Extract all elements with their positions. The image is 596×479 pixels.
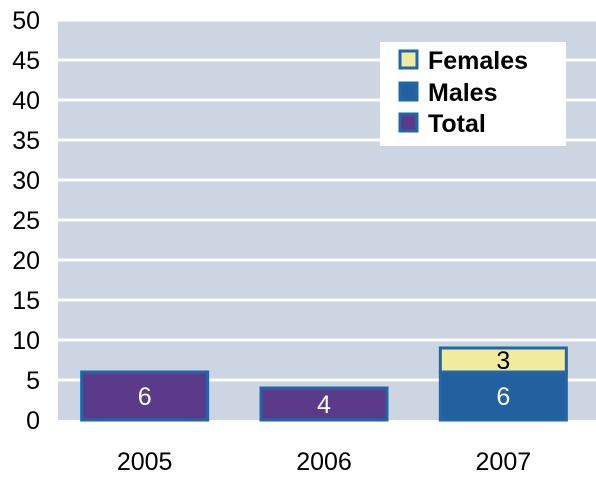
y-tick-label: 35	[12, 127, 40, 155]
x-tick-label: 2005	[117, 448, 173, 476]
legend-label-total: Total	[428, 110, 486, 138]
legend-label-females: Females	[428, 47, 528, 75]
y-tick-label: 30	[12, 167, 40, 195]
legend: Females Males Total	[380, 42, 566, 146]
data-label: 4	[317, 391, 331, 419]
data-label: 6	[138, 383, 152, 411]
y-axis-ticks: 0 5 10 15 20 25 30 35 40 45 50	[12, 7, 40, 435]
legend-label-males: Males	[428, 79, 497, 107]
y-tick-label: 5	[26, 367, 40, 395]
x-tick-label: 2007	[476, 448, 532, 476]
x-axis-ticks: 2005 2006 2007	[117, 448, 531, 476]
y-tick-label: 0	[26, 407, 40, 435]
y-tick-label: 15	[12, 287, 40, 315]
bars	[80, 346, 568, 422]
bar-total-2005	[80, 370, 210, 422]
legend-swatch-total	[398, 112, 419, 133]
legend-swatch-males	[398, 81, 419, 102]
data-label: 3	[496, 347, 510, 375]
x-tick-label: 2006	[296, 448, 352, 476]
data-label: 6	[496, 383, 510, 411]
y-tick-label: 20	[12, 247, 40, 275]
y-tick-label: 10	[12, 327, 40, 355]
legend-swatch-females	[398, 49, 419, 70]
bar-males-2007	[438, 370, 568, 422]
bar-total-2006	[259, 386, 389, 422]
y-tick-label: 45	[12, 47, 40, 75]
bar-females-2007	[438, 346, 568, 374]
data-labels: 6 4 6 3	[138, 347, 511, 419]
y-tick-label: 40	[12, 87, 40, 115]
y-tick-label: 25	[12, 207, 40, 235]
y-tick-label: 50	[12, 7, 40, 35]
